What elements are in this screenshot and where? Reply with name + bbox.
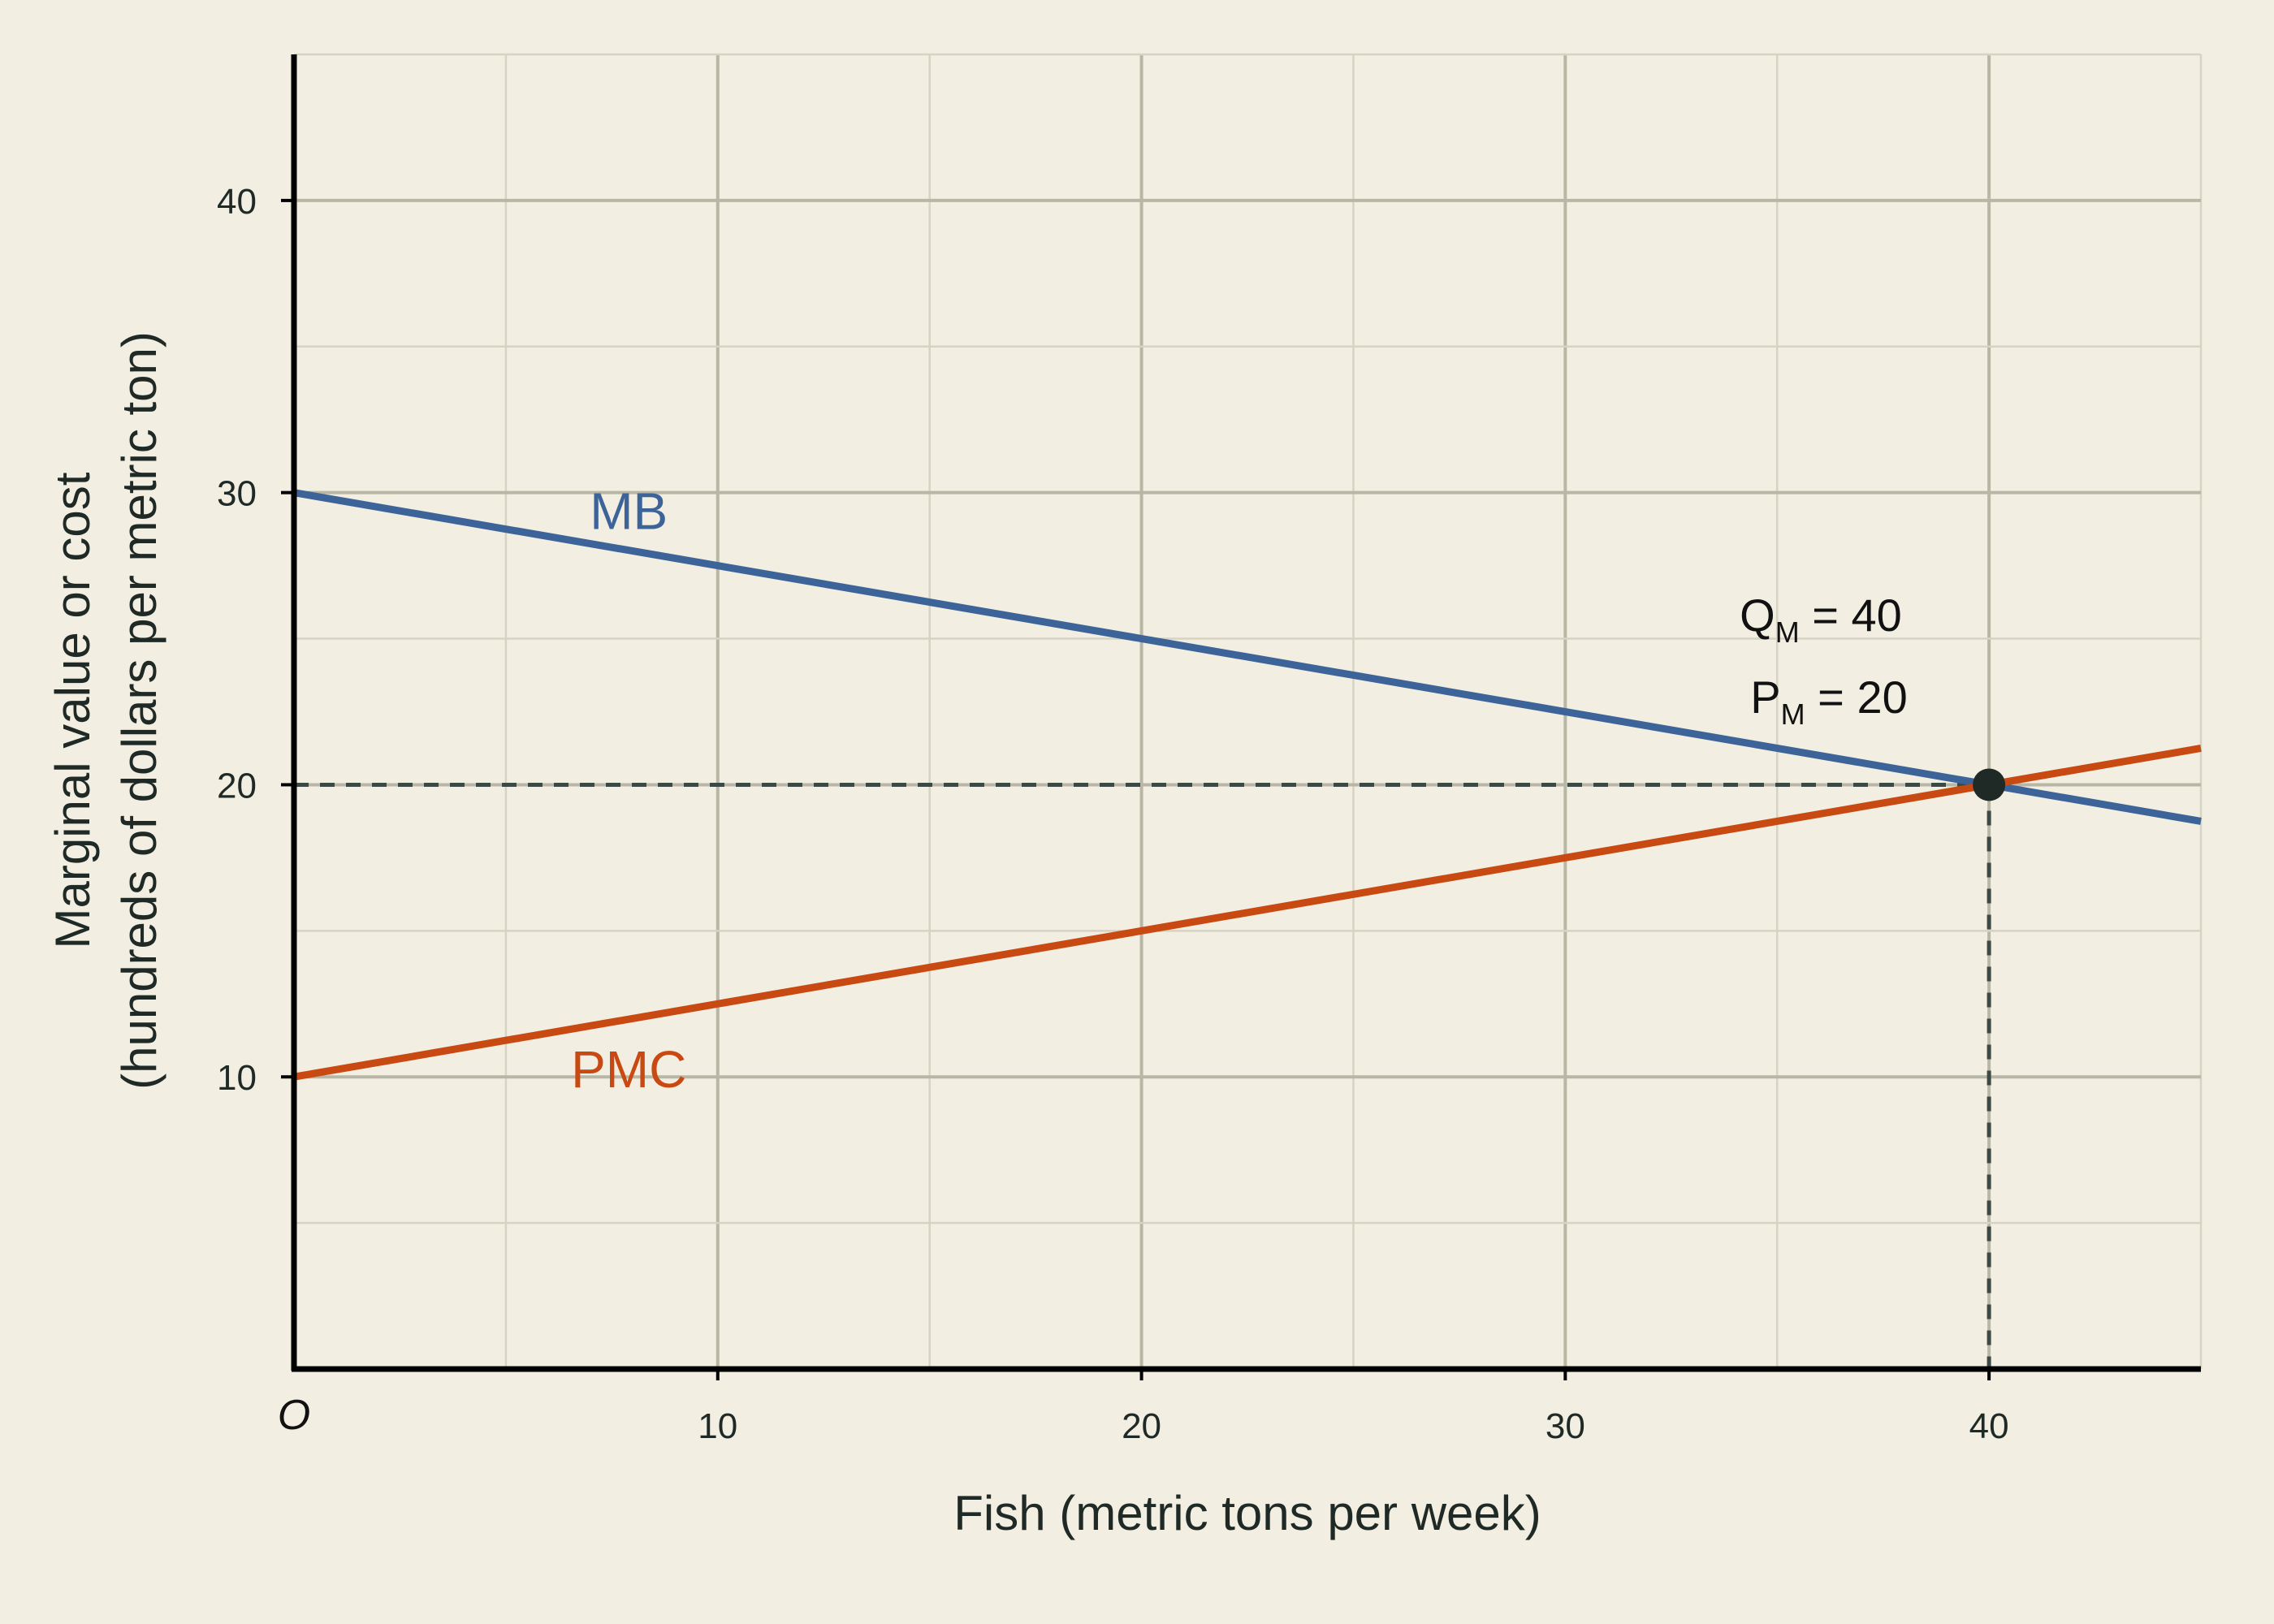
y-tick-label: 40: [217, 182, 257, 222]
equilibrium-point: [1973, 768, 2006, 801]
origin-label: O: [278, 1392, 310, 1439]
x-tick-label: 40: [1969, 1406, 2009, 1446]
axes: [291, 54, 2201, 1372]
x-axis-title: Fish (metric tons per week): [953, 1486, 1541, 1540]
y-axis-title-line1: Marginal value or cost: [45, 472, 100, 948]
x-tick-label: 10: [698, 1406, 737, 1446]
y-tick-label: 20: [217, 766, 257, 806]
tick-labels: 10 20 30 40 10 20 30 40: [217, 182, 2009, 1446]
series-label-pmc: PMC: [571, 1040, 686, 1099]
quantity-annotation: QM = 40: [1740, 590, 1902, 649]
labels: O Fish (metric tons per week) Marginal v…: [45, 331, 1908, 1540]
grid: [294, 53, 2203, 1369]
series: MB PMC: [293, 482, 2202, 1099]
reference-lines: [294, 782, 1991, 1369]
series-line-mb: [293, 489, 2202, 825]
series-label-mb: MB: [590, 482, 668, 541]
y-tick-label: 10: [217, 1058, 257, 1098]
y-tick-label: 30: [217, 474, 257, 514]
x-tick-label: 20: [1122, 1406, 1161, 1446]
x-tick-label: 30: [1546, 1406, 1585, 1446]
y-axis-title-line2: (hundreds of dollars per metric ton): [112, 331, 166, 1090]
series-line-pmc: [293, 745, 2202, 1081]
price-annotation: PM = 20: [1750, 672, 1907, 731]
